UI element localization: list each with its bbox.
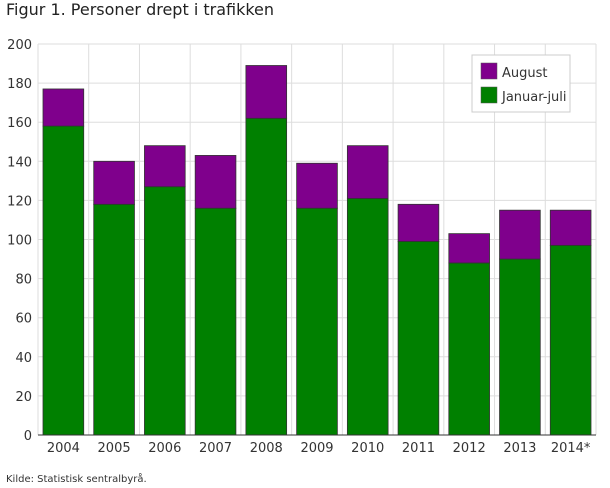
bar-august	[549, 209, 592, 246]
source-note: Kilde: Statistisk sentralbyrå.	[6, 474, 147, 485]
bar-august	[397, 203, 440, 242]
x-tick-label: 2011	[402, 441, 435, 456]
x-tick-label: 2012	[453, 441, 486, 456]
bar-januar-juli	[448, 262, 490, 436]
bar-august	[499, 209, 541, 260]
x-tick-label: 2005	[98, 441, 131, 456]
y-tick-label: 100	[7, 234, 32, 249]
y-tick-label: 120	[7, 194, 32, 209]
bar-august	[448, 233, 490, 264]
x-tick-label: 2008	[250, 441, 283, 456]
y-tick-label: 40	[15, 351, 32, 366]
bar-januar-juli	[144, 186, 186, 436]
legend-label: Januar-juli	[501, 90, 567, 105]
bar-august	[93, 160, 135, 205]
y-tick-label: 140	[7, 155, 32, 170]
x-tick-label: 2013	[503, 441, 536, 456]
bar-august	[245, 65, 288, 119]
bar-august	[346, 145, 389, 199]
x-tick-label: 2014*	[551, 441, 591, 456]
x-tick-label: 2007	[199, 441, 232, 456]
y-tick-label: 60	[15, 312, 32, 327]
bar-januar-juli	[499, 258, 541, 436]
bar-januar-juli	[245, 117, 288, 436]
y-tick-label: 180	[7, 77, 32, 92]
bar-januar-juli	[93, 203, 135, 436]
bar-januar-juli	[42, 125, 85, 436]
bar-august	[144, 145, 186, 188]
bar-januar-juli	[346, 198, 389, 436]
bar-januar-juli	[397, 241, 440, 436]
legend-swatch	[480, 62, 498, 80]
y-tick-label: 0	[24, 429, 32, 444]
y-tick-label: 80	[15, 273, 32, 288]
y-tick-label: 200	[7, 38, 32, 53]
legend-swatch	[480, 86, 498, 104]
bar-januar-juli	[296, 207, 338, 436]
x-tick-label: 2006	[148, 441, 181, 456]
bar-august	[194, 155, 237, 209]
bar-januar-juli	[549, 244, 592, 436]
x-tick-label: 2010	[351, 441, 384, 456]
chart-title: Figur 1. Personer drept i trafikken	[6, 0, 275, 19]
y-tick-label: 160	[7, 116, 32, 131]
bar-august	[42, 88, 85, 127]
bar-januar-juli	[194, 207, 237, 436]
x-tick-label: 2004	[47, 441, 80, 456]
legend-label: August	[502, 66, 548, 81]
x-tick-label: 2009	[300, 441, 333, 456]
y-tick-label: 20	[15, 390, 32, 405]
bar-august	[296, 162, 338, 209]
